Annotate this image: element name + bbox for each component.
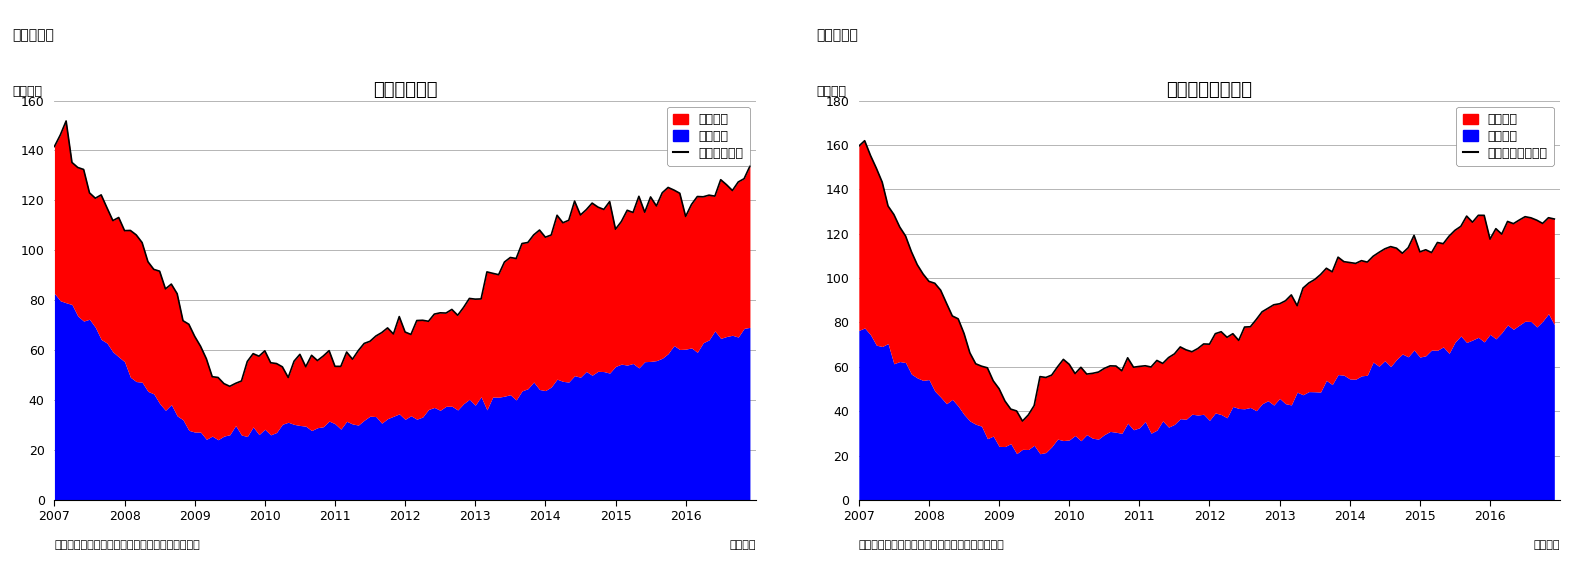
Legend: 集合住宅, 一戸建て, 住宅着工件数: 集合住宅, 一戸建て, 住宅着工件数 xyxy=(667,107,749,166)
Text: （月次）: （月次） xyxy=(729,540,756,550)
Text: （図表１）: （図表１） xyxy=(13,29,54,43)
Legend: 集合住宅, 一戸建て, 住宅建築許可件数: 集合住宅, 一戸建て, 住宅建築許可件数 xyxy=(1456,107,1554,166)
Title: 住宅着工許可件数: 住宅着工許可件数 xyxy=(1167,81,1252,99)
Text: （万件）: （万件） xyxy=(817,85,847,98)
Text: （資料）センサス局よりニッセイ基礎研究所作成: （資料）センサス局よりニッセイ基礎研究所作成 xyxy=(858,540,1004,550)
Text: （月次）: （月次） xyxy=(1534,540,1560,550)
Title: 住宅着工件数: 住宅着工件数 xyxy=(373,81,438,99)
Text: （万件）: （万件） xyxy=(13,85,43,98)
Text: （図表２）: （図表２） xyxy=(817,29,858,43)
Text: （資料）センサス局よりニッセイ基礎研究所作成: （資料）センサス局よりニッセイ基礎研究所作成 xyxy=(54,540,201,550)
